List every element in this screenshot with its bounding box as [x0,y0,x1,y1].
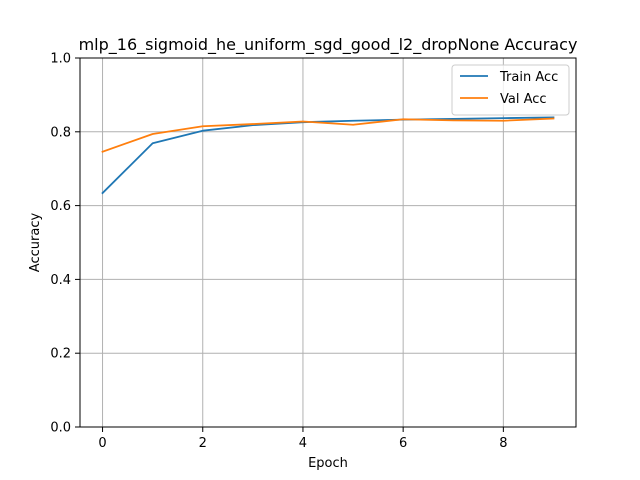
x-tick-label: 8 [499,436,507,451]
tick-layer: 0 2 4 6 8 0.0 0.2 0.4 0.6 0.8 1.0 [50,52,507,452]
x-axis-title: Epoch [308,456,348,471]
y-tick-label: 1.0 [50,52,71,67]
plot-frame [79,57,577,428]
y-axis-title: Accuracy [28,213,43,273]
y-tick-label: 0.0 [50,421,71,436]
chart-title: mlp_16_sigmoid_he_uniform_sgd_good_l2_dr… [79,35,578,55]
series-line-val-acc [101,117,555,153]
x-tick-label: 0 [98,436,106,451]
legend-box [451,64,570,116]
series-layer [101,116,555,195]
y-tick-label: 0.4 [50,273,71,288]
legend: Train Acc Val Acc [451,64,570,116]
y-tick-label: 0.2 [50,347,71,362]
x-tick-label: 6 [399,436,407,451]
x-tick-label: 4 [299,436,307,451]
x-tick-label: 2 [199,436,207,451]
y-tick-label: 0.6 [50,199,71,214]
legend-label: Train Acc [499,70,558,85]
y-tick-label: 0.8 [50,125,71,140]
series-line-train-acc [101,116,555,195]
legend-label: Val Acc [500,92,547,107]
